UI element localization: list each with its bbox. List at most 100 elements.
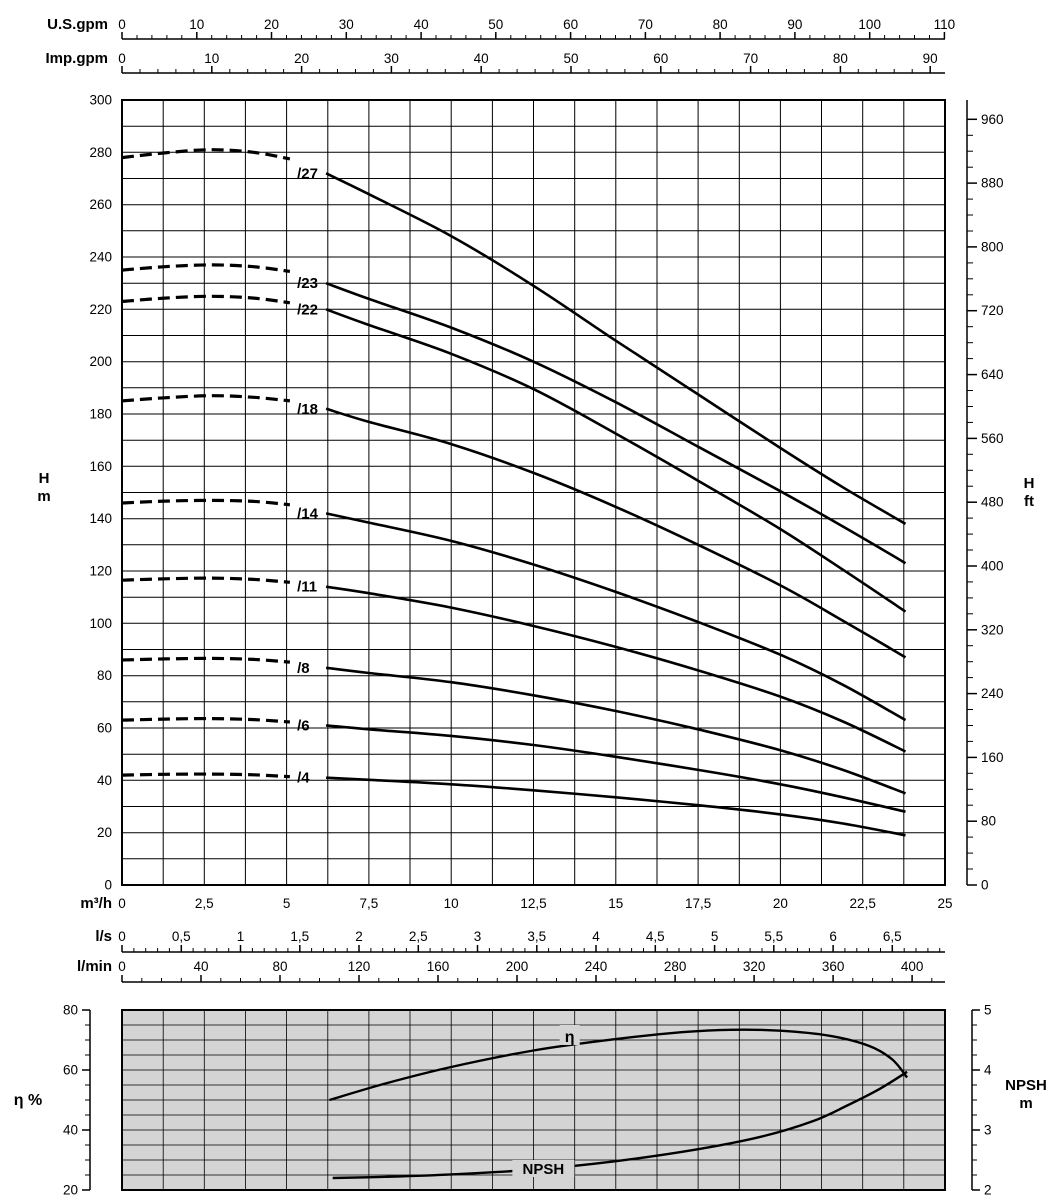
curve-label-4: /4	[297, 770, 310, 787]
tick-label: 180	[89, 407, 112, 422]
eta-label-bg	[559, 1025, 580, 1045]
tick-label: 20	[294, 51, 309, 66]
tick-label: 80	[981, 814, 996, 829]
curve-label-23: /23	[297, 275, 318, 292]
tick-label: 560	[981, 431, 1004, 446]
tick-label: 40	[63, 1123, 78, 1138]
tick-label: 17,5	[685, 896, 711, 911]
tick-label: 320	[743, 959, 766, 974]
head-curve-18-dashed	[121, 394, 291, 403]
axis-unit: U.S.gpm	[47, 16, 108, 33]
tick-label: 160	[427, 959, 450, 974]
bottom-chart-border	[121, 1009, 946, 1191]
y-left-unit: H	[39, 470, 50, 487]
curve-label-22: /22	[297, 301, 318, 318]
tick-label: 800	[981, 239, 1004, 254]
tick-label: 300	[89, 93, 112, 108]
tick-label: 1	[237, 929, 245, 944]
tick-label: 6,5	[883, 929, 902, 944]
tick-label: 2	[984, 1183, 992, 1198]
tick-label: 20	[63, 1183, 78, 1198]
tick-label: 3	[474, 929, 482, 944]
axis-unit: Imp.gpm	[46, 50, 109, 67]
tick-label: 90	[787, 17, 802, 32]
tick-label: 30	[339, 17, 354, 32]
bottom-curves: η NPSH	[329, 1025, 909, 1180]
top-axis-usgpm: 0 10 20 30 40 50 60 70 80 90 100 110 U.S.gpm	[47, 16, 955, 40]
npsh-label-bg	[512, 1160, 575, 1177]
tick-label: 280	[89, 145, 112, 160]
tick-label: 25	[937, 896, 952, 911]
tick-label: 60	[563, 17, 578, 32]
tick-label: 120	[348, 959, 371, 974]
tick-label: 15	[608, 896, 623, 911]
tick-label: 960	[981, 112, 1004, 127]
tick-label: 100	[89, 616, 112, 631]
tick-label: 400	[901, 959, 924, 974]
head-curve-27-dashed	[121, 148, 291, 161]
head-curve-8-dashed	[121, 656, 291, 664]
tick-label: 640	[981, 367, 1004, 382]
tick-label: 50	[563, 51, 578, 66]
curve-label-11: /11	[297, 579, 317, 596]
eta-curve-label: η	[565, 1029, 575, 1046]
tick-label: 2	[355, 929, 363, 944]
tick-label: 220	[89, 302, 112, 317]
tick-label: 320	[981, 622, 1004, 637]
tick-label: 70	[743, 51, 758, 66]
top-axis-impgpm: 0 10 20 30 40 50 60 70 80 90 Imp.gpm	[46, 50, 945, 74]
tick-label: 7,5	[360, 896, 379, 911]
tick-label: 60	[653, 51, 668, 66]
tick-label: 2,5	[195, 896, 214, 911]
tick-label: 90	[923, 51, 938, 66]
head-curve-22-dashed	[121, 294, 291, 305]
tick-label: 160	[981, 750, 1004, 765]
axis-lmin: 0 40 80 120 160 200 240 280 320 360 400 l/min	[77, 958, 945, 983]
tick-label: 0,5	[172, 929, 191, 944]
main-chart-border	[121, 99, 946, 886]
tick-label: 3,5	[527, 929, 546, 944]
curve-label-18: /18	[297, 401, 318, 418]
head-curve-4-dashed	[121, 772, 290, 779]
tick-label: 40	[474, 51, 489, 66]
tick-label: 80	[833, 51, 848, 66]
eta-axis: 20 40 60 80 η %	[14, 1003, 91, 1198]
eta-axis-unit: η %	[14, 1092, 42, 1109]
tick-label: 0	[118, 929, 126, 944]
tick-label: 0	[104, 878, 112, 893]
tick-label: 280	[664, 959, 687, 974]
npsh-axis-unit: m	[1019, 1095, 1032, 1112]
head-curve-6-dashed	[121, 716, 291, 724]
tick-label: 0	[118, 896, 126, 911]
tick-label: 5	[984, 1003, 992, 1018]
head-curve-14-solid	[325, 512, 907, 722]
tick-label: 5,5	[764, 929, 783, 944]
axis-ls: 0 0,5 1 1,5 2 2,5 3 3,5 4 4,5 5 5,5 6 6,5 l/s	[95, 928, 945, 953]
curve-label-14: /14	[297, 505, 319, 522]
tick-label: 12,5	[520, 896, 546, 911]
npsh-curve-label: NPSH	[523, 1161, 565, 1178]
y-left-unit: m	[37, 488, 50, 505]
tick-label: 260	[89, 197, 112, 212]
tick-label: 10	[444, 896, 459, 911]
head-curves: /27/23/22/18/14/11/8/6/4	[121, 148, 907, 837]
tick-label: 0	[118, 959, 126, 974]
axis-unit: m³/h	[80, 895, 112, 912]
tick-label: 120	[89, 564, 112, 579]
main-y-right-axis: 0 80 160 240 320 400 480 560 640 720 800 880 960 Hft	[966, 100, 1034, 893]
tick-label: 4,5	[646, 929, 665, 944]
tick-label: 30	[384, 51, 399, 66]
head-curve-14-dashed	[121, 498, 291, 507]
tick-label: 480	[981, 495, 1004, 510]
tick-label: 80	[63, 1003, 78, 1018]
tick-label: 360	[822, 959, 845, 974]
tick-label: 140	[89, 511, 112, 526]
main-chart-grid	[122, 100, 945, 885]
tick-label: 880	[981, 176, 1004, 191]
head-curve-6-solid	[325, 724, 906, 813]
axis-unit: l/s	[95, 928, 112, 945]
tick-label: 0	[981, 878, 989, 893]
